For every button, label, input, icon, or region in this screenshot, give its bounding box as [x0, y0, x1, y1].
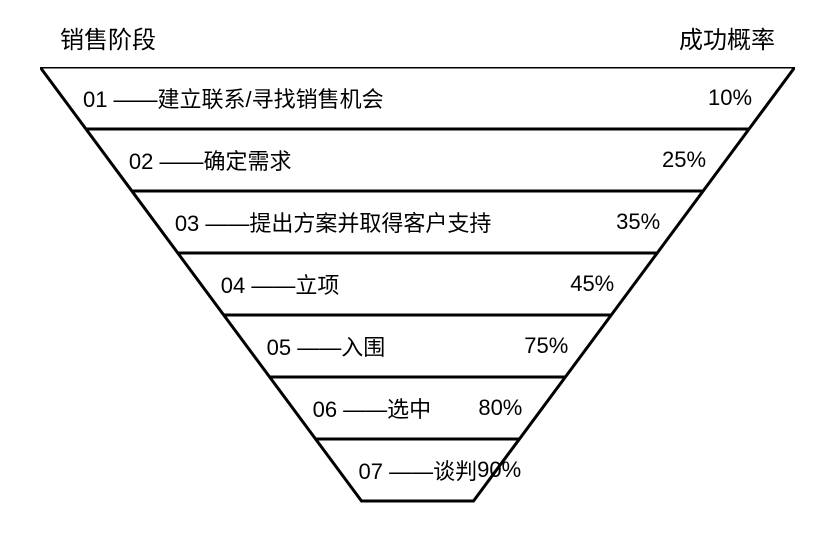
funnel-row-01: 01 ——建立联系/寻找销售机会 10% — [83, 67, 752, 129]
header-row: 销售阶段 成功概率 — [40, 20, 795, 67]
stage-percentage: 90% — [477, 457, 521, 483]
funnel-row-04: 04 ——立项 45% — [221, 253, 615, 315]
stage-percentage: 75% — [524, 333, 568, 359]
funnel-row-07: 07 ——谈判90% — [359, 439, 477, 501]
stage-label: 01 ——建立联系/寻找销售机会 — [83, 82, 384, 114]
funnel-row-02: 02 ——确定需求 25% — [129, 129, 706, 191]
funnel-body: 01 ——建立联系/寻找销售机会10%02 ——确定需求25%03 ——提出方案… — [40, 67, 795, 512]
stage-percentage: 80% — [478, 395, 522, 421]
stage-percentage: 35% — [616, 209, 660, 235]
header-right-label: 成功概率 — [679, 20, 775, 55]
stage-label: 06 ——选中 — [313, 392, 432, 424]
stage-percentage: 45% — [570, 271, 614, 297]
stage-percentage: 10% — [708, 85, 752, 111]
funnel-row-03: 03 ——提出方案并取得客户支持 35% — [175, 191, 660, 253]
funnel-row-05: 05 ——入围 75% — [267, 315, 569, 377]
stage-label: 02 ——确定需求 — [129, 144, 292, 176]
stage-label: 03 ——提出方案并取得客户支持 — [175, 206, 492, 238]
stage-percentage: 25% — [662, 147, 706, 173]
stage-label: 07 ——谈判 — [359, 454, 478, 486]
stage-label: 05 ——入围 — [267, 330, 386, 362]
header-left-label: 销售阶段 — [60, 20, 156, 55]
stage-label: 04 ——立项 — [221, 268, 340, 300]
funnel-diagram: 销售阶段 成功概率 01 ——建立联系/寻找销售机会 10% 02 ——确定需求 25… — [40, 20, 795, 520]
funnel-row-06: 06 ——选中 80% — [313, 377, 523, 439]
